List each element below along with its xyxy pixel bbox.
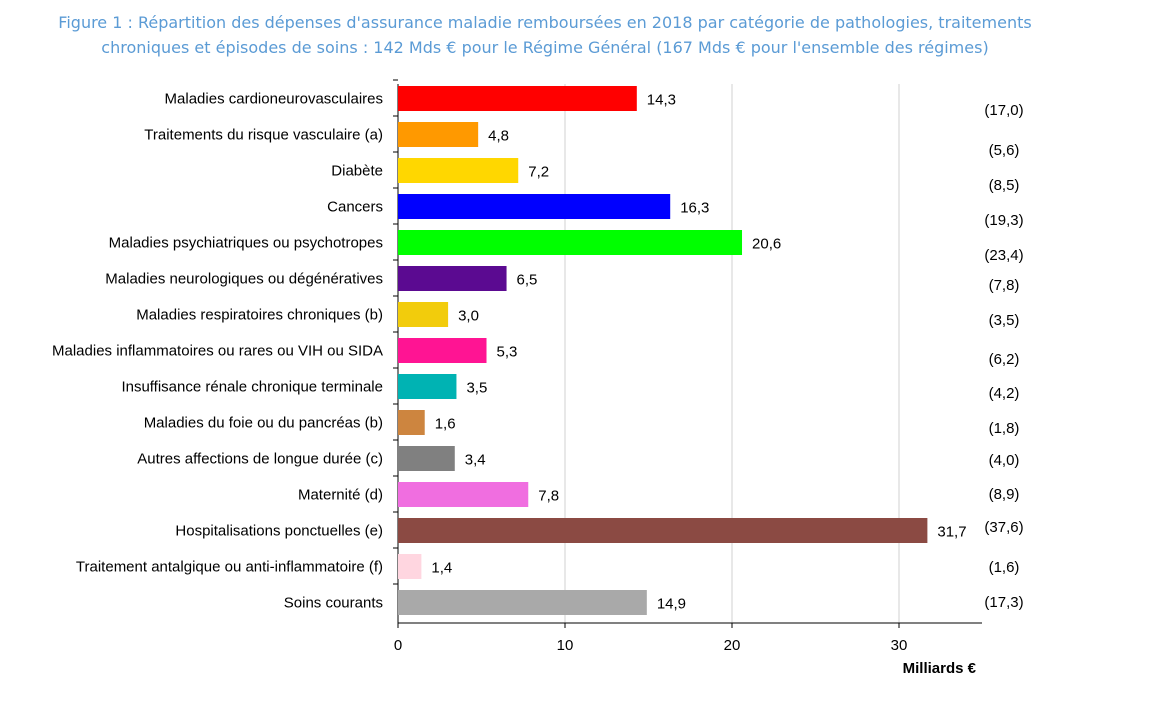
- all-regimes-label-12: (37,6): [984, 519, 1023, 536]
- category-label-9: Maladies du foie ou du pancréas (b): [144, 415, 383, 432]
- bar-9: [398, 410, 425, 435]
- chart-title-line-1: Figure 1 : Répartition des dépenses d'as…: [58, 13, 1032, 32]
- chart-title: Figure 1 : Répartition des dépenses d'as…: [0, 10, 1090, 60]
- value-label-10: 3,4: [465, 452, 486, 469]
- chart-title-line-2: chroniques et épisodes de soins : 142 Md…: [101, 38, 989, 57]
- bar-3: [398, 194, 671, 219]
- all-regimes-label-2: (8,5): [989, 177, 1020, 194]
- all-regimes-label-13: (1,6): [989, 559, 1020, 576]
- value-label-9: 1,6: [435, 416, 456, 433]
- x-tick-label-1: 10: [557, 637, 574, 654]
- bar-7: [398, 338, 487, 363]
- all-regimes-label-1: (5,6): [989, 142, 1020, 159]
- bar-4: [398, 230, 743, 255]
- all-regimes-label-8: (4,2): [989, 385, 1020, 402]
- category-label-7: Maladies inflammatoires ou rares ou VIH …: [52, 343, 383, 360]
- category-label-3: Cancers: [327, 199, 383, 216]
- all-regimes-label-7: (6,2): [989, 351, 1020, 368]
- category-label-0: Maladies cardioneurovasculaires: [165, 91, 383, 108]
- bar-10: [398, 446, 455, 471]
- all-regimes-label-5: (7,8): [989, 277, 1020, 294]
- value-label-14: 14,9: [657, 596, 686, 613]
- value-label-11: 7,8: [538, 488, 559, 505]
- value-label-6: 3,0: [458, 308, 479, 325]
- all-regimes-label-10: (4,0): [989, 452, 1020, 469]
- bar-0: [398, 86, 637, 111]
- x-tick-label-2: 20: [724, 637, 741, 654]
- all-regimes-label-0: (17,0): [984, 102, 1023, 119]
- category-label-5: Maladies neurologiques ou dégénératives: [105, 271, 383, 288]
- value-label-0: 14,3: [647, 92, 676, 109]
- category-label-13: Traitement antalgique ou anti-inflammato…: [76, 559, 383, 576]
- value-label-8: 3,5: [466, 380, 487, 397]
- all-regimes-label-9: (1,8): [989, 420, 1020, 437]
- category-label-11: Maternité (d): [298, 487, 383, 504]
- value-label-5: 6,5: [517, 272, 538, 289]
- all-regimes-label-14: (17,3): [984, 594, 1023, 611]
- x-tick-label-3: 30: [891, 637, 908, 654]
- x-tick-label-0: 0: [394, 637, 402, 654]
- value-label-3: 16,3: [680, 200, 709, 217]
- all-regimes-label-11: (8,9): [989, 486, 1020, 503]
- value-label-12: 31,7: [937, 524, 966, 541]
- all-regimes-label-4: (23,4): [984, 247, 1023, 264]
- bar-2: [398, 158, 519, 183]
- category-label-10: Autres affections de longue durée (c): [137, 451, 383, 468]
- category-label-4: Maladies psychiatriques ou psychotropes: [109, 235, 383, 252]
- bar-6: [398, 302, 449, 327]
- bar-11: [398, 482, 529, 507]
- bar-13: [398, 554, 422, 579]
- category-label-12: Hospitalisations ponctuelles (e): [175, 523, 383, 540]
- value-label-2: 7,2: [528, 164, 549, 181]
- bar-14: [398, 590, 647, 615]
- category-label-14: Soins courants: [284, 595, 383, 612]
- bar-12: [398, 518, 928, 543]
- category-label-1: Traitements du risque vasculaire (a): [144, 127, 383, 144]
- value-label-1: 4,8: [488, 128, 509, 145]
- value-label-7: 5,3: [497, 344, 518, 361]
- value-label-4: 20,6: [752, 236, 781, 253]
- value-label-13: 1,4: [431, 560, 452, 577]
- x-axis-label: Milliards €: [903, 660, 977, 677]
- all-regimes-label-3: (19,3): [984, 212, 1023, 229]
- category-label-8: Insuffisance rénale chronique terminale: [121, 379, 383, 396]
- bar-1: [398, 122, 479, 147]
- bar-8: [398, 374, 457, 399]
- category-label-2: Diabète: [331, 163, 383, 180]
- category-label-6: Maladies respiratoires chroniques (b): [136, 307, 383, 324]
- bar-5: [398, 266, 507, 291]
- all-regimes-label-6: (3,5): [989, 312, 1020, 329]
